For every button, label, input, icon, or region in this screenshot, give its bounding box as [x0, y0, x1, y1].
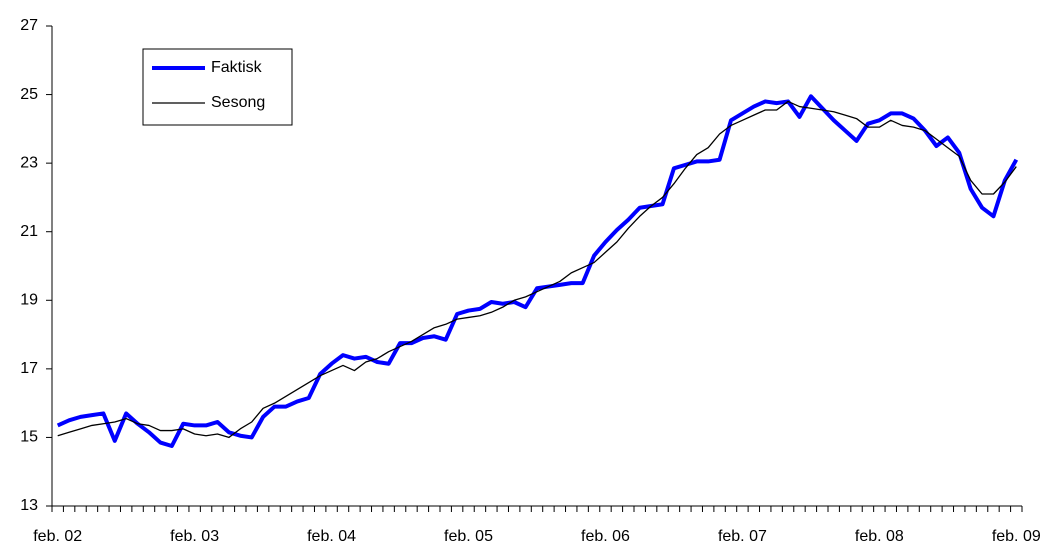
y-tick-label: 19 [20, 292, 38, 309]
line-series [56, 94, 1019, 448]
x-tick-label: feb. 04 [307, 528, 356, 545]
y-tick-label: 25 [20, 86, 38, 103]
line-series [57, 100, 1017, 439]
y-tick-label: 15 [20, 429, 38, 446]
y-tick-label: 17 [20, 360, 38, 377]
legend-box [142, 48, 293, 126]
x-tick-label: feb. 02 [33, 528, 82, 545]
y-tick-label: 21 [20, 223, 38, 240]
legend-label: Sesong [211, 94, 265, 111]
x-tick-label: feb. 06 [581, 528, 630, 545]
x-tick-label: feb. 05 [444, 528, 493, 545]
y-tick-label: 27 [20, 17, 38, 34]
x-tick-label: feb. 08 [855, 528, 904, 545]
legend-label: Faktisk [211, 59, 263, 76]
x-tick-label: feb. 09 [992, 528, 1041, 545]
x-tick-label: feb. 03 [170, 528, 219, 545]
x-tick-label: feb. 07 [718, 528, 767, 545]
y-tick-label: 13 [20, 497, 38, 514]
y-tick-label: 23 [20, 154, 38, 171]
